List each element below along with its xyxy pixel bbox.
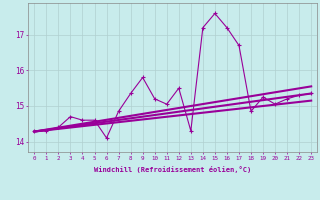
X-axis label: Windchill (Refroidissement éolien,°C): Windchill (Refroidissement éolien,°C) bbox=[94, 166, 252, 173]
